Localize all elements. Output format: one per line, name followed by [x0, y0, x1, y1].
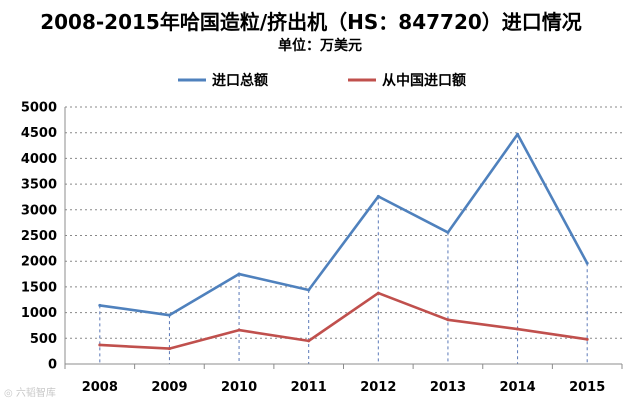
data-point-s1-2008	[98, 303, 102, 307]
x-tick-label-2008: 2008	[82, 380, 118, 395]
y-tick-label-500: 500	[30, 332, 57, 347]
data-point-s1-2015	[585, 261, 589, 265]
y-tick-label-3500: 3500	[21, 178, 57, 193]
axes	[64, 107, 623, 369]
series-line-1	[98, 132, 589, 317]
watermark-logo: ◎ 六韬智库	[4, 384, 56, 399]
data-point-s1-2011	[307, 288, 311, 292]
y-tick-label-0: 0	[48, 358, 57, 373]
data-point-s1-2012	[376, 194, 380, 198]
data-point-s1-2010	[237, 272, 241, 276]
watermark-text: 六韬智库	[15, 388, 56, 399]
data-point-s1-2014	[516, 132, 520, 136]
x-tick-label-2012: 2012	[360, 380, 396, 395]
y-axis-ticks: 0 500 1000 1500 2000 2500 3000 3500 4000 4500 5000	[21, 101, 57, 373]
data-point-s2-2012	[376, 291, 380, 295]
legend-label-2: 从中国进口额	[382, 72, 466, 89]
x-tick-label-2013: 2013	[430, 380, 466, 395]
x-tick-label-2009: 2009	[151, 380, 187, 395]
data-point-s2-2008	[98, 343, 102, 347]
chart-title: 2008-2015年哈国造粒/挤出机（HS：847720）进口情况	[40, 10, 582, 34]
data-point-s2-2010	[237, 328, 241, 332]
x-tick-label-2010: 2010	[221, 380, 257, 395]
x-tick-label-2015: 2015	[569, 380, 605, 395]
y-tick-label-3000: 3000	[21, 203, 57, 218]
data-point-s2-2009	[167, 347, 171, 351]
y-tick-label-4000: 4000	[21, 152, 57, 167]
gridlines	[65, 106, 622, 339]
data-point-s1-2009	[167, 313, 171, 317]
legend-label-1: 进口总额	[212, 72, 268, 89]
unit-label: 单位：万美元	[278, 38, 362, 54]
drop-lines	[99, 134, 588, 364]
x-axis-ticks: 2008 2009 2010 2011 2012 2013 2014 2015	[82, 380, 606, 395]
y-tick-label-1500: 1500	[21, 280, 57, 295]
y-tick-label-2500: 2500	[21, 229, 57, 244]
y-tick-label-2000: 2000	[21, 255, 57, 270]
y-tick-label-1000: 1000	[21, 306, 57, 321]
data-point-s2-2015	[585, 337, 589, 341]
data-point-s2-2013	[446, 318, 450, 322]
series-lines	[98, 132, 589, 351]
x-tick-label-2014: 2014	[499, 380, 535, 395]
y-tick-label-5000: 5000	[21, 101, 57, 116]
y-tick-label-4500: 4500	[21, 126, 57, 141]
watermark-icon: ◎	[4, 388, 16, 399]
series-line-2	[98, 291, 589, 350]
data-point-s1-2013	[446, 230, 450, 234]
x-tick-label-2011: 2011	[291, 380, 327, 395]
data-point-s2-2014	[516, 327, 520, 331]
data-point-s2-2011	[307, 339, 311, 343]
legend: 进口总额 从中国进口额	[178, 72, 466, 89]
